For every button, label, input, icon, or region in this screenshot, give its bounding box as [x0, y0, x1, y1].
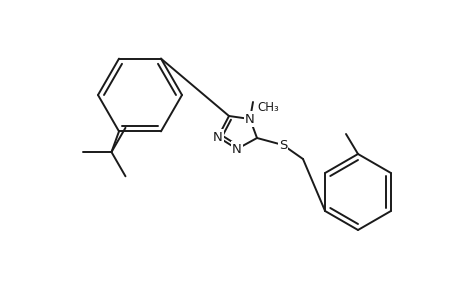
Text: N: N — [213, 130, 223, 143]
Text: CH₃: CH₃ — [257, 100, 278, 113]
Text: N: N — [232, 142, 241, 155]
Text: N: N — [245, 112, 254, 125]
Text: S: S — [278, 139, 286, 152]
